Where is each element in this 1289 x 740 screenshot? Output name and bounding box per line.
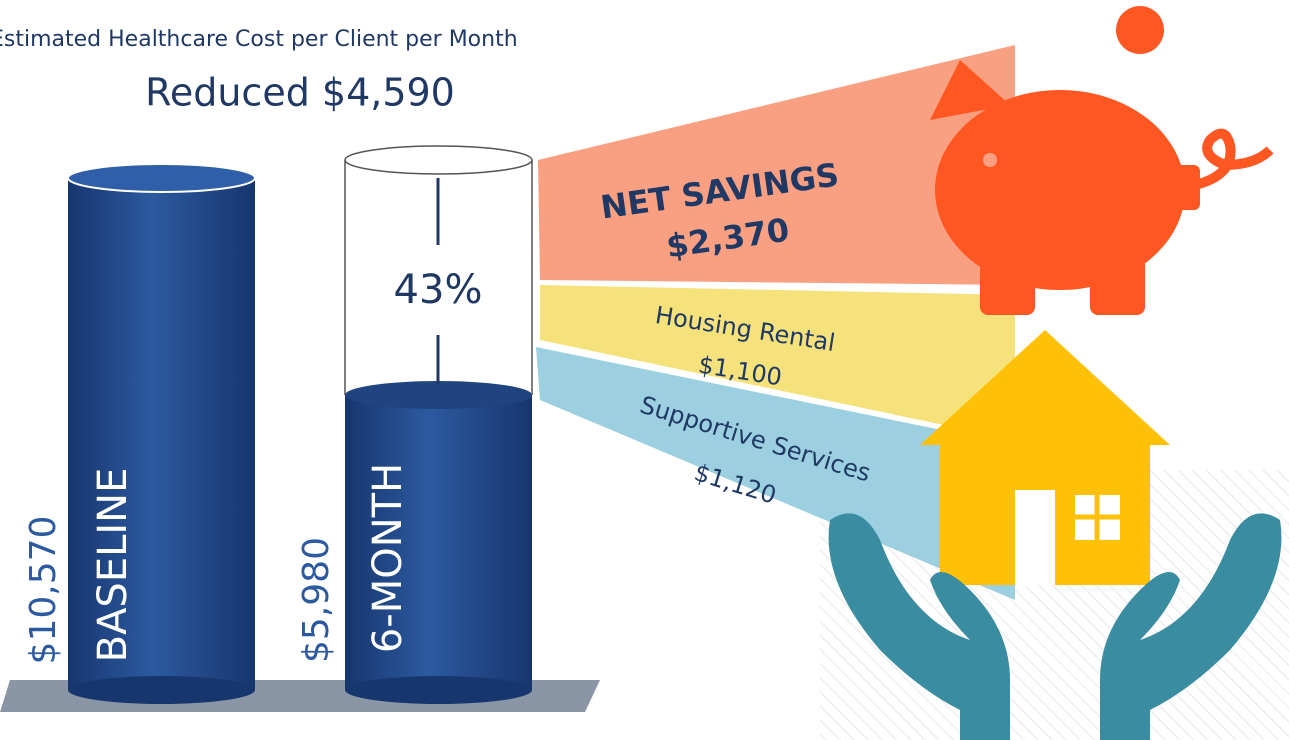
- six-month-cylinder: [344, 145, 533, 704]
- piggy-bank: [930, 6, 1274, 315]
- housing-band: [540, 285, 1015, 440]
- baseline-value: $10,570: [23, 516, 64, 665]
- subtitle: Estimated Healthcare Cost per Client per…: [0, 27, 518, 52]
- hands-icon: [828, 513, 1282, 740]
- reduction: 43%: [394, 267, 483, 313]
- baseline-cylinder: [67, 163, 256, 704]
- title: Reduced $4,590: [145, 71, 455, 115]
- six-month-label: 6-MONTH: [365, 463, 411, 653]
- baseline-label: BASELINE: [90, 468, 136, 663]
- savings-band: [538, 45, 1015, 285]
- services-band: [536, 347, 1015, 600]
- six-month-value: $5,980: [296, 537, 337, 663]
- house-icon: [920, 330, 1170, 585]
